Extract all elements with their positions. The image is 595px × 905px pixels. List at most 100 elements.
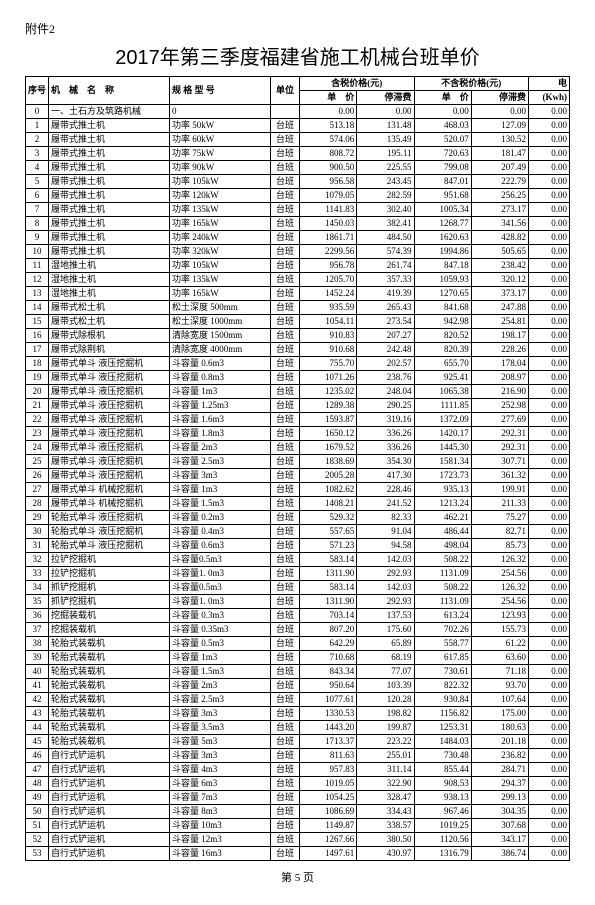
cell: 195.11: [357, 147, 414, 161]
cell: 354.30: [357, 455, 414, 469]
cell: 12: [26, 273, 49, 287]
cell: 462.21: [414, 511, 471, 525]
cell: 台班: [271, 595, 300, 609]
cell: 53: [26, 847, 49, 861]
cell: 17: [26, 343, 49, 357]
cell: 台班: [271, 651, 300, 665]
cell: 轮胎式装载机: [49, 665, 170, 679]
cell: 1372.09: [414, 413, 471, 427]
cell: 178.04: [471, 357, 528, 371]
cell: 1120.56: [414, 833, 471, 847]
table-row: 34抓铲挖掘机斗容量0.5m3台班583.14142.03508.22126.3…: [26, 581, 570, 595]
cell: 0.00: [529, 427, 570, 441]
cell: 功率 75kW: [170, 147, 271, 161]
cell: 斗容量 0.4m3: [170, 525, 271, 539]
cell: 轮胎式装载机: [49, 637, 170, 651]
cell: 529.32: [300, 511, 357, 525]
cell: 238.42: [471, 259, 528, 273]
cell: 180.63: [471, 721, 528, 735]
cell: 290.25: [357, 399, 414, 413]
cell: 25: [26, 455, 49, 469]
table-row: 11湿地推土机功率 105kW台班956.78261.74847.18238.4…: [26, 259, 570, 273]
cell: 功率 320kW: [170, 245, 271, 259]
table-row: 14履带式松土机松土深度 500mm台班935.59265.43841.6824…: [26, 301, 570, 315]
cell: 20: [26, 385, 49, 399]
cell: 斗容量 0.2m3: [170, 511, 271, 525]
cell: 307.71: [471, 455, 528, 469]
th-elec-unit: (Kwh): [529, 91, 570, 105]
cell: 137.53: [357, 609, 414, 623]
cell: 6: [26, 189, 49, 203]
cell: 台班: [271, 385, 300, 399]
cell: 台班: [271, 567, 300, 581]
cell: 斗容量 3m3: [170, 469, 271, 483]
cell: 557.65: [300, 525, 357, 539]
cell: 1581.34: [414, 455, 471, 469]
table-row: 3履带式推土机功率 75kW台班808.72195.11720.63181.47…: [26, 147, 570, 161]
cell: 1131.09: [414, 567, 471, 581]
cell: 228.46: [357, 483, 414, 497]
cell: 223.22: [357, 735, 414, 749]
cell: 湿地推土机: [49, 259, 170, 273]
cell: 1330.53: [300, 707, 357, 721]
cell: 0.00: [529, 623, 570, 637]
cell: 46: [26, 749, 49, 763]
cell: 湿地推土机: [49, 287, 170, 301]
cell: 52: [26, 833, 49, 847]
cell: 4: [26, 161, 49, 175]
table-row: 5履带式推土机功率 105kW台班956.58243.45847.01222.7…: [26, 175, 570, 189]
cell: 0.00: [529, 581, 570, 595]
table-row: 52自行式铲运机斗容量 12m3台班1267.66380.501120.5634…: [26, 833, 570, 847]
table-row: 43轮胎式装载机斗容量 3m3台班1330.53198.821156.82175…: [26, 707, 570, 721]
cell: 1723.73: [414, 469, 471, 483]
cell: 583.14: [300, 581, 357, 595]
cell: 台班: [271, 147, 300, 161]
cell: 0.00: [529, 819, 570, 833]
cell: 履带式除根机: [49, 329, 170, 343]
cell: 台班: [271, 455, 300, 469]
cell: 328.47: [357, 791, 414, 805]
cell: 430.97: [357, 847, 414, 861]
cell: 93.70: [471, 679, 528, 693]
cell: 1005.34: [414, 203, 471, 217]
cell: 台班: [271, 119, 300, 133]
cell: 履带式单斗 液压挖掘机: [49, 455, 170, 469]
cell: 台班: [271, 399, 300, 413]
table-row: 50自行式铲运机斗容量 8m3台班1086.69334.43967.46304.…: [26, 805, 570, 819]
cell: 1713.37: [300, 735, 357, 749]
cell: 77.07: [357, 665, 414, 679]
cell: 0.00: [529, 483, 570, 497]
cell: 台班: [271, 735, 300, 749]
cell: 31: [26, 539, 49, 553]
cell: 222.79: [471, 175, 528, 189]
cell: 123.93: [471, 609, 528, 623]
cell: 36: [26, 609, 49, 623]
cell: 斗容量 4m3: [170, 763, 271, 777]
cell: 0.00: [529, 259, 570, 273]
table-row: 40轮胎式装载机斗容量 1.5m3台班843.3477.07730.6171.1…: [26, 665, 570, 679]
cell: [271, 105, 300, 119]
cell: 284.71: [471, 763, 528, 777]
cell: 1268.77: [414, 217, 471, 231]
cell: 47: [26, 763, 49, 777]
cell: 台班: [271, 441, 300, 455]
cell: 1838.69: [300, 455, 357, 469]
cell: 23: [26, 427, 49, 441]
cell: 808.72: [300, 147, 357, 161]
cell: 199.87: [357, 721, 414, 735]
cell: 61.22: [471, 637, 528, 651]
cell: 台班: [271, 231, 300, 245]
cell: 0.00: [529, 441, 570, 455]
cell: 斗容量 2.5m3: [170, 455, 271, 469]
table-row: 12湿地推土机功率 135kW台班1205.70357.331059.93320…: [26, 273, 570, 287]
cell: 自行式铲运机: [49, 847, 170, 861]
cell: 轮胎式单斗 液压挖掘机: [49, 511, 170, 525]
cell: 51: [26, 819, 49, 833]
cell: 967.46: [414, 805, 471, 819]
cell: 498.04: [414, 539, 471, 553]
table-row: 16履带式除根机清除宽度 1500mm台班910.83207.27820.521…: [26, 329, 570, 343]
cell: 斗容量 1.5m3: [170, 665, 271, 679]
cell: 0.00: [529, 413, 570, 427]
cell: 505.65: [471, 245, 528, 259]
cell: 40: [26, 665, 49, 679]
